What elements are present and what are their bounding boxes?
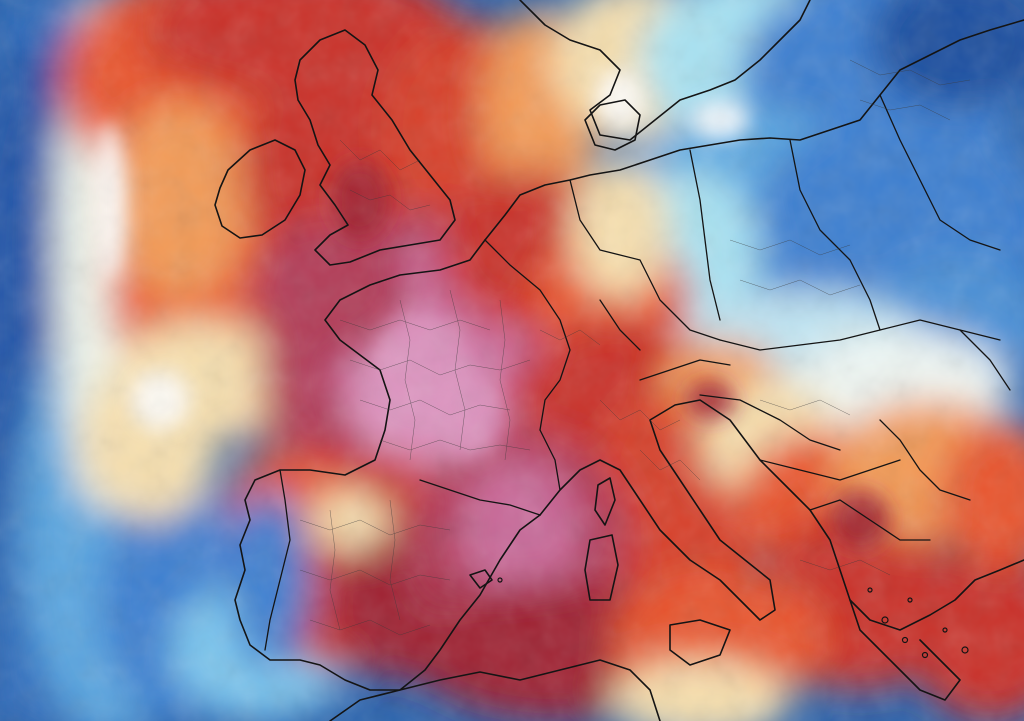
france-iberia-coast [234,239,541,691]
denmark-coast [584,99,641,151]
balkans-coast [809,509,1024,631]
national-borders [264,94,1011,651]
sardinia-coast [584,534,619,601]
mediterranean-coast [539,399,811,621]
islands [497,577,969,659]
ireland-coast [214,139,306,239]
continent-north-coast [484,19,1024,241]
greece-coast [849,599,961,701]
great-britain-coast [294,29,456,266]
regional-borders [299,59,971,636]
sicily-coast [669,619,731,666]
north-africa-coast [329,659,661,721]
scandinavia-coast [519,0,811,141]
borders [214,0,1024,721]
balearic-coast [469,569,493,589]
corsica-coast [594,477,616,526]
